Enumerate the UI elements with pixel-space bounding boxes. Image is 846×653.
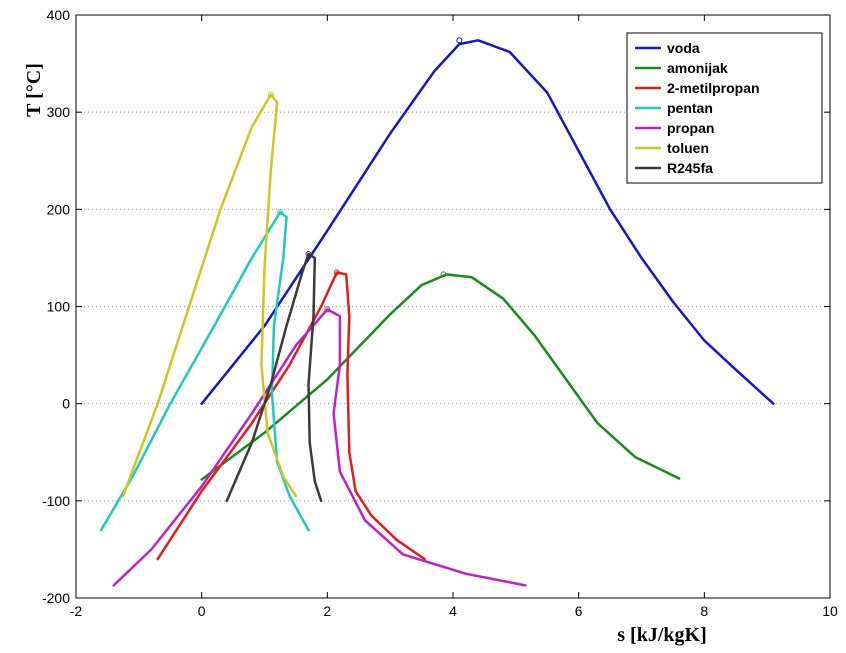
x-tick-label: 2 — [323, 603, 331, 619]
x-axis-title: s [kJ/kgK] — [617, 624, 706, 646]
legend-label-amonijak: amonijak — [667, 60, 728, 76]
series-line-amonijak — [200, 273, 681, 481]
x-tick-label: 10 — [822, 603, 838, 619]
series-line-voda — [200, 39, 775, 405]
y-axis-title: T [°C] — [23, 63, 45, 117]
series-line-propan — [112, 308, 527, 587]
y-tick-label: 300 — [47, 104, 71, 120]
x-tick-label: 4 — [449, 603, 457, 619]
y-tick-label: -100 — [42, 493, 70, 509]
y-tick-label: 200 — [47, 201, 71, 217]
legend-label-toluen: toluen — [667, 140, 709, 156]
legend-label-R245fa: R245fa — [667, 160, 713, 176]
x-tick-label: -2 — [70, 603, 83, 619]
series-line-R245fa — [225, 252, 323, 503]
critical-point-amonijak — [440, 271, 447, 278]
legend-label-2-metilpropan: 2-metilpropan — [667, 80, 760, 96]
y-tick-label: -200 — [42, 590, 70, 606]
critical-point-voda — [456, 37, 463, 44]
legend-label-voda: voda — [667, 40, 700, 56]
critical-point-propan — [324, 306, 331, 313]
y-tick-label: 0 — [62, 396, 70, 412]
y-tick-label: 100 — [47, 299, 71, 315]
tick-labels: -2 0 2 4 6 8 10 -200 -100 0 100 200 300 400 — [42, 7, 838, 619]
x-tick-label: 8 — [700, 603, 708, 619]
critical-point-2-metilpropan — [333, 269, 340, 276]
axes — [75, 14, 831, 599]
series-lines — [99, 37, 775, 587]
x-tick-label: 0 — [198, 603, 206, 619]
critical-point-pentan — [277, 209, 284, 216]
y-tick-label: 400 — [47, 7, 71, 23]
critical-point-R245fa — [305, 251, 312, 258]
series-line-toluen — [121, 93, 298, 498]
legend: voda amonijak 2-metilpropan pentan propan tol… — [626, 32, 823, 184]
series-line-2-metilpropan — [156, 271, 426, 561]
legend-label-propan: propan — [667, 120, 714, 136]
x-tick-label: 6 — [575, 603, 583, 619]
legend-label-pentan: pentan — [667, 100, 713, 116]
critical-point-toluen — [267, 91, 274, 98]
